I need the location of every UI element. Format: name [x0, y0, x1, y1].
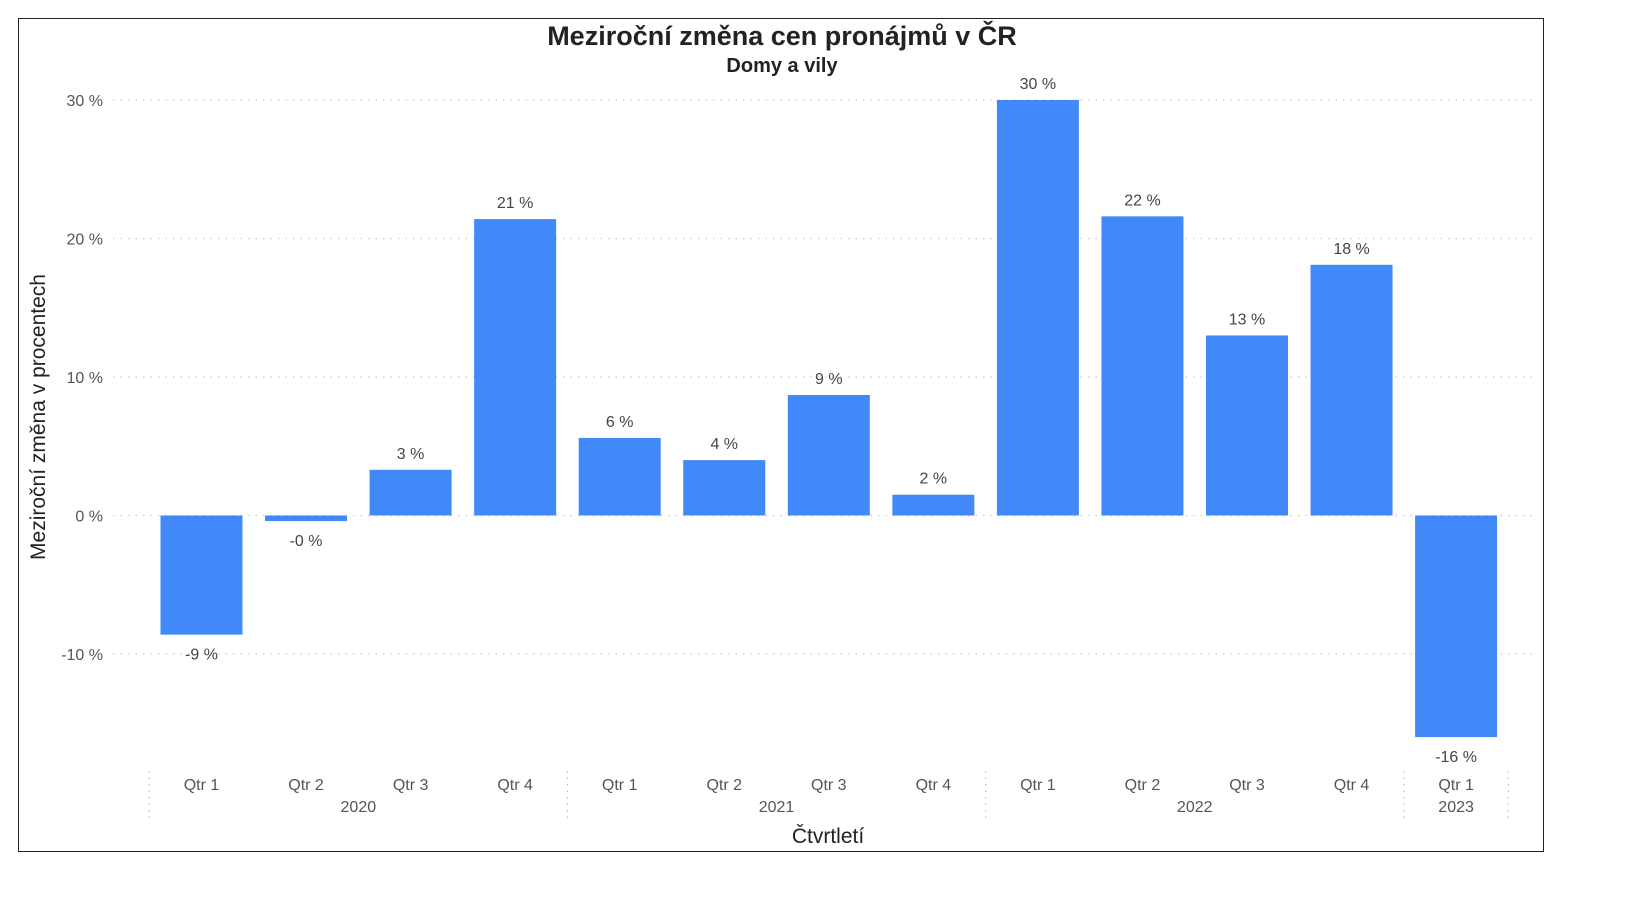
bar: [683, 460, 766, 516]
bar-chart: Meziroční změna cen pronájmů v ČR Domy a…: [27, 20, 1537, 848]
bar: [1310, 264, 1393, 516]
bar: [369, 469, 452, 516]
data-label: 13 %: [1229, 311, 1265, 328]
data-label: 30 %: [1020, 76, 1056, 93]
x-axis-title: Čtvrtletí: [792, 825, 865, 848]
data-label: -9 %: [185, 647, 218, 664]
x-tick-label: Qtr 1: [184, 777, 220, 794]
y-axis-title: Meziroční změna v procentech: [27, 274, 50, 560]
data-label: 22 %: [1124, 192, 1160, 209]
chart-frame: Meziroční změna cen pronájmů v ČR Domy a…: [18, 18, 1544, 852]
x-tick-label: Qtr 1: [1438, 777, 1474, 794]
x-tick-label: Qtr 2: [1125, 777, 1161, 794]
x-tick-label: Qtr 2: [288, 777, 324, 794]
chart-subtitle: Domy a vily: [726, 55, 838, 77]
y-tick-label: 0 %: [75, 509, 103, 526]
chart-title: Meziroční změna cen pronájmů v ČR: [547, 20, 1017, 51]
y-axis-ticks: 30 % 20 % 10 % 0 % -10 %: [61, 93, 103, 664]
x-tick-label: Qtr 3: [1229, 777, 1265, 794]
x-tick-label: Qtr 2: [706, 777, 742, 794]
x-group-label: 2022: [1177, 799, 1213, 816]
bars: [160, 100, 1498, 738]
data-label: 4 %: [710, 436, 738, 453]
x-tick-label: Qtr 3: [811, 777, 847, 794]
data-label: 21 %: [497, 195, 533, 212]
data-label: 9 %: [815, 371, 843, 388]
data-label: -16 %: [1435, 749, 1477, 766]
x-tick-label: Qtr 1: [1020, 777, 1056, 794]
y-tick-label: 20 %: [67, 232, 103, 249]
data-label: -0 %: [290, 533, 323, 550]
y-tick-label: 30 %: [67, 93, 103, 110]
bar: [578, 437, 661, 516]
y-tick-label: -10 %: [61, 647, 103, 664]
data-label: 3 %: [397, 446, 425, 463]
x-group-label: 2023: [1438, 799, 1474, 816]
bar: [996, 100, 1079, 516]
bar: [265, 515, 348, 522]
y-tick-label: 10 %: [67, 370, 103, 387]
x-axis: Qtr 1 Qtr 2 Qtr 3 Qtr 4 2020 Qtr 1 Qtr 2 Qtr 3 Q…: [148, 771, 1509, 819]
x-tick-label: Qtr 3: [393, 777, 429, 794]
data-label: 18 %: [1333, 241, 1369, 258]
data-label: 6 %: [606, 414, 634, 431]
x-tick-label: Qtr 1: [602, 777, 638, 794]
bar: [1101, 216, 1184, 516]
bar: [160, 515, 243, 635]
x-group-label: 2021: [759, 799, 795, 816]
bar: [892, 494, 975, 516]
x-tick-label: Qtr 4: [497, 777, 533, 794]
bar: [1206, 335, 1288, 516]
bar: [474, 219, 557, 516]
bar: [787, 395, 870, 516]
x-tick-label: Qtr 4: [1334, 777, 1370, 794]
bar: [1415, 515, 1498, 738]
data-label: 2 %: [920, 471, 948, 488]
x-group-label: 2020: [341, 799, 377, 816]
x-tick-label: Qtr 4: [916, 777, 952, 794]
data-labels: -9 % -0 % 3 % 21 % 6 % 4 % 9 % 2 % 30 % 22 % 13 % 1…: [185, 76, 1477, 766]
